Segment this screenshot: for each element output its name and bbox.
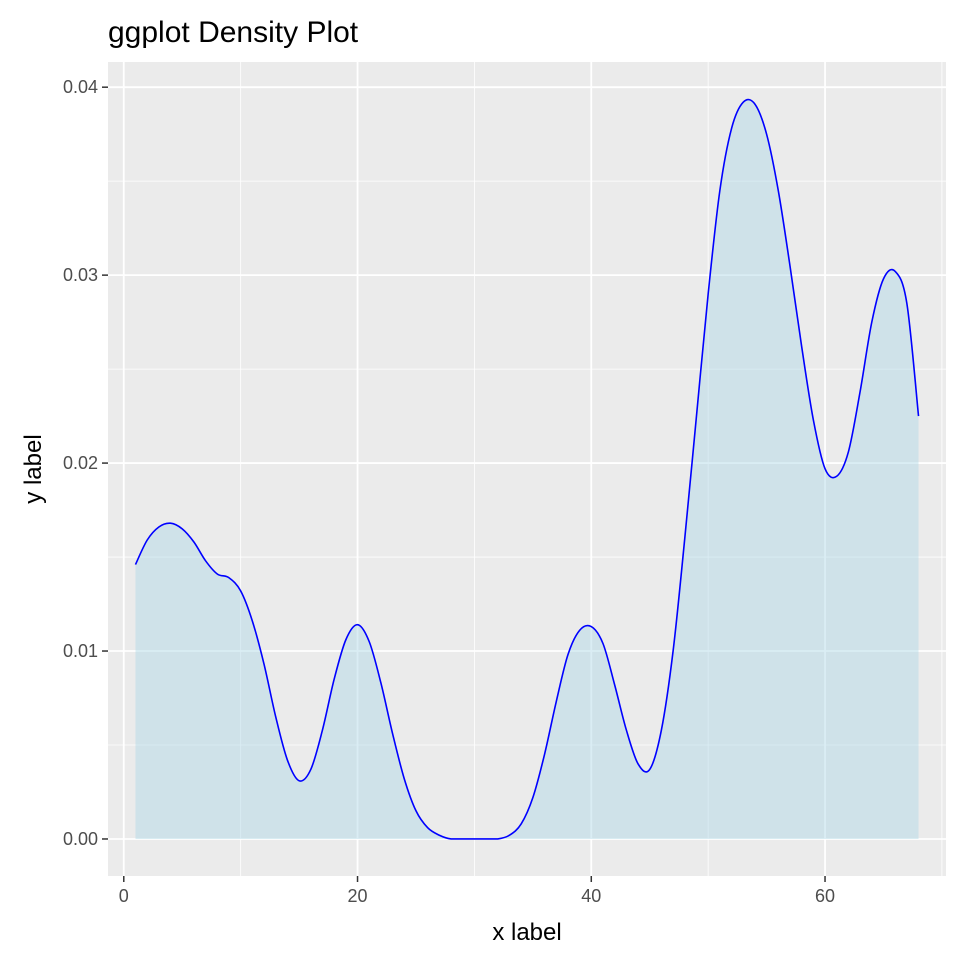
minor-gridlines [108, 62, 946, 876]
x-tick-label: 60 [815, 886, 835, 906]
y-axis-title: y label [20, 434, 47, 503]
y-tick-label: 0.02 [63, 453, 98, 473]
major-gridlines [108, 62, 946, 876]
x-tick-label: 40 [581, 886, 601, 906]
x-tick-label: 20 [348, 886, 368, 906]
y-axis: 0.00 0.01 0.02 0.03 0.04 [63, 77, 108, 849]
x-axis-title: x label [492, 919, 561, 946]
density-line [134, 98, 920, 840]
density-area [135, 99, 919, 839]
y-tick-label: 0.03 [63, 265, 98, 285]
chart-title: ggplot Density Plot [108, 16, 359, 49]
y-tick-label: 0.04 [63, 77, 98, 97]
y-tick-label: 0.01 [63, 641, 98, 661]
y-tick-label: 0.00 [63, 829, 98, 849]
x-axis: 0 20 40 60 [119, 876, 835, 906]
x-tick-label: 0 [119, 886, 129, 906]
plot-panel [108, 62, 946, 876]
